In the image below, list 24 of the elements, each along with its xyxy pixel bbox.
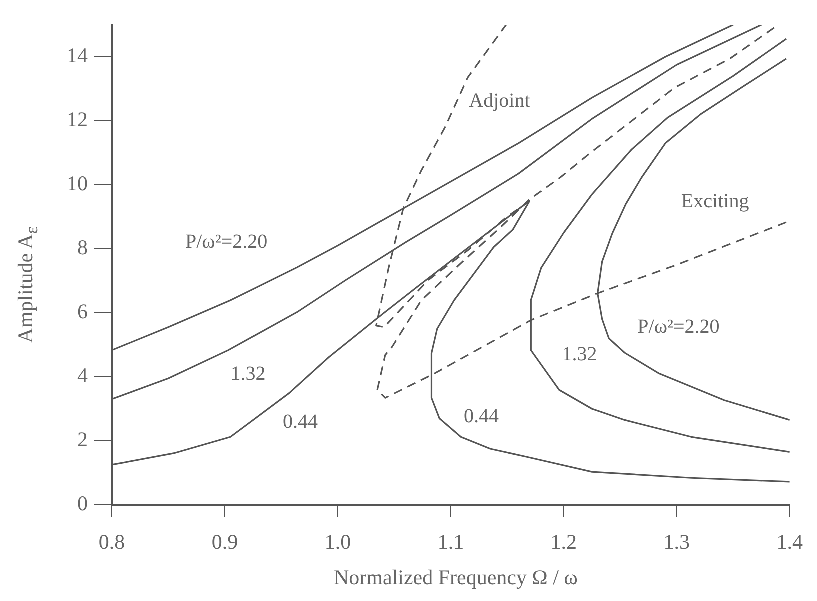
y-tick-label: 12 (67, 108, 88, 132)
x-axis-title: Normalized Frequency Ω / ω (334, 566, 578, 590)
x-tick-label: 1.3 (664, 530, 690, 554)
y-tick-label: 4 (78, 364, 88, 388)
series-label: 1.32 (230, 363, 266, 386)
y-tick-label: 8 (78, 236, 88, 260)
x-tick-label: 1.2 (550, 530, 578, 554)
y-tick-label: 6 (78, 300, 88, 324)
series-label: Adjoint (469, 90, 531, 112)
x-tick-label: 0.8 (98, 530, 126, 554)
series-label: P/ω²=2.20 (638, 316, 720, 338)
x-tick-label: 1.1 (438, 530, 464, 554)
y-tick-label: 0 (78, 492, 88, 516)
x-tick-label: 1.4 (776, 530, 804, 554)
series-label: 0.44 (464, 405, 499, 428)
y-tick-label: 14 (67, 44, 88, 68)
series-label: 0.44 (282, 411, 318, 434)
series-label: Exciting (681, 190, 750, 212)
series-label: 1.32 (562, 343, 598, 366)
y-tick-label: 10 (67, 172, 88, 196)
x-tick-label: 0.9 (212, 530, 238, 554)
y-tick-label: 2 (78, 428, 88, 452)
x-tick-label: 1.0 (324, 530, 352, 554)
series-label: P/ω²=2.20 (186, 231, 268, 254)
